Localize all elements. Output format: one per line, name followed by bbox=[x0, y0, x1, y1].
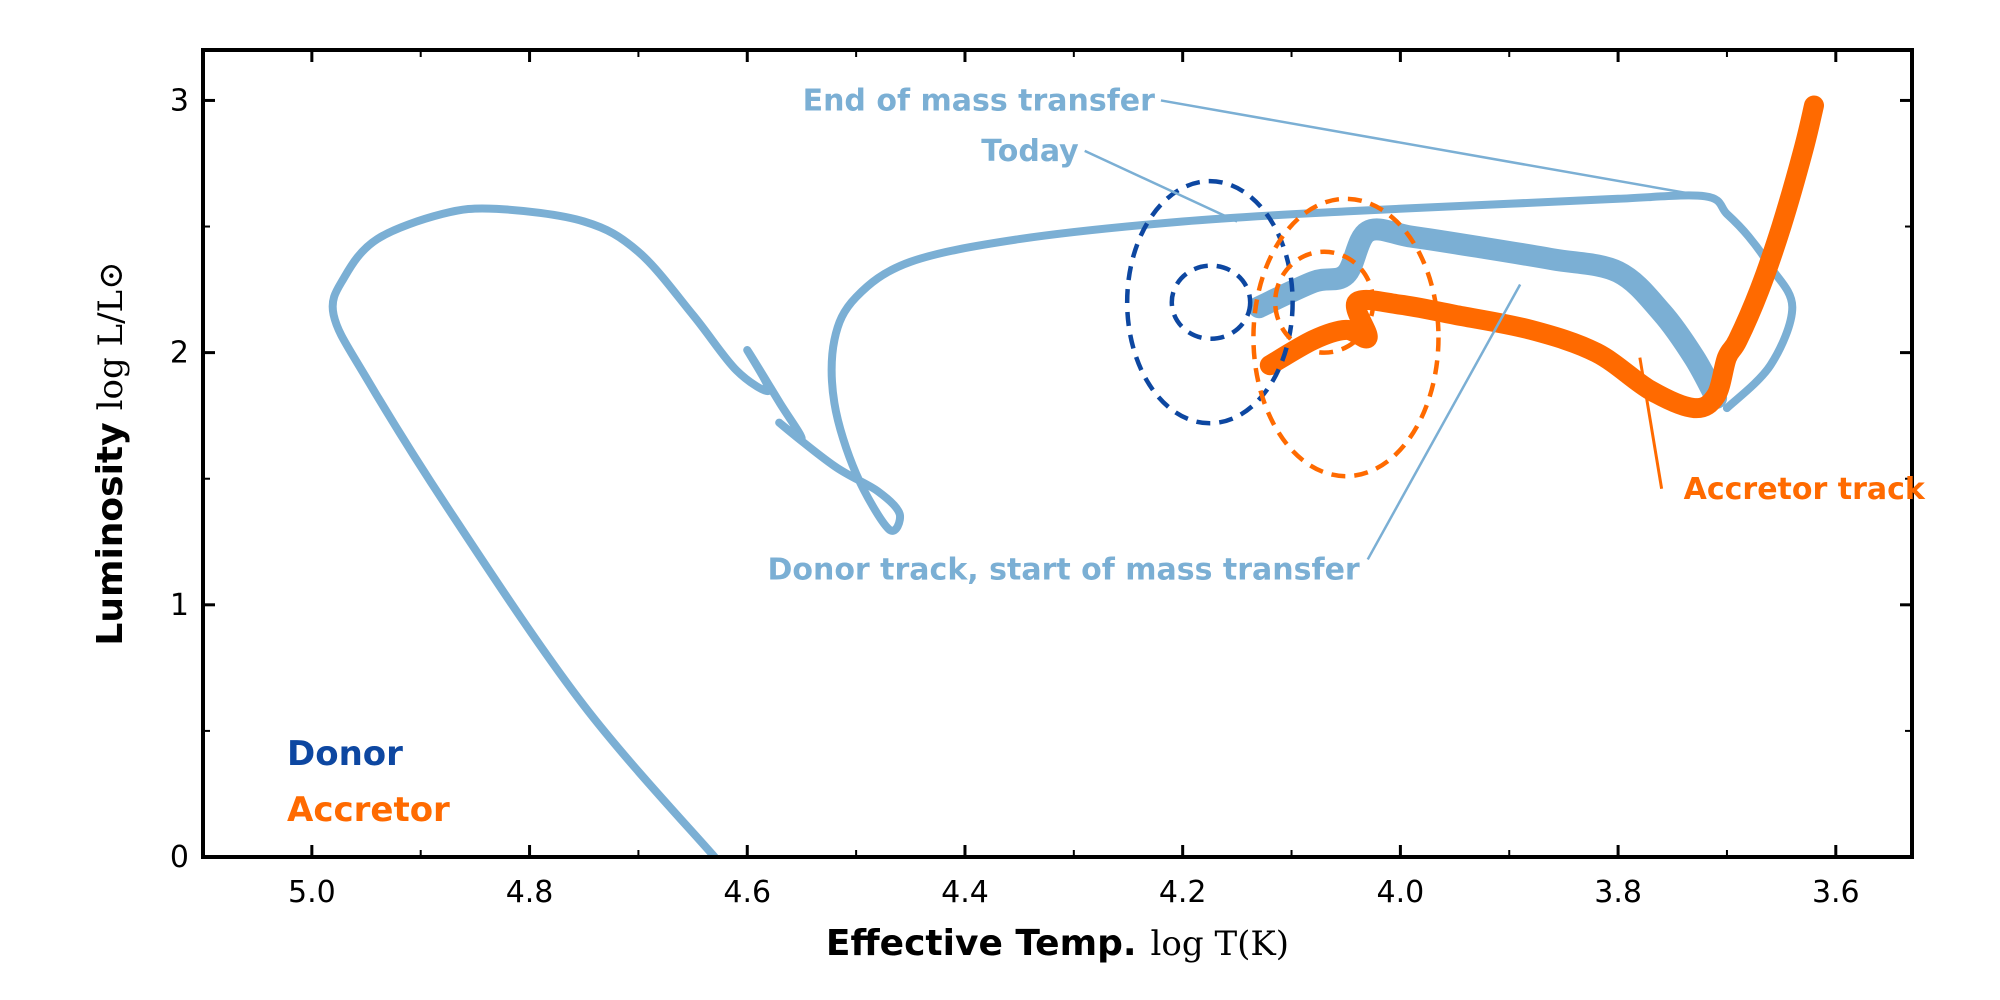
y-tick-label: 0 bbox=[170, 840, 189, 875]
x-tick-label: 4.2 bbox=[1159, 875, 1207, 910]
annotation-today: Today bbox=[981, 134, 1079, 169]
series-line-donor-track-mass-transfer bbox=[1247, 218, 1728, 409]
contours-layer bbox=[1124, 178, 1441, 479]
contour-donor-outer bbox=[1124, 178, 1295, 426]
annotation-leader-donor-track-start-of-mass-transfer bbox=[1366, 283, 1522, 561]
axis-ticks bbox=[202, 50, 1912, 859]
x-tick-label: 4.8 bbox=[506, 875, 554, 910]
contour-accretor-outer bbox=[1251, 196, 1441, 479]
legend: Donor Accretor bbox=[287, 734, 450, 830]
annotation-donor-track-start-of-mass-transfer: Donor track, start of mass transfer bbox=[767, 552, 1359, 587]
series-line-donor-track bbox=[328, 191, 1797, 857]
plot-frame bbox=[201, 48, 1914, 859]
contour-accretor-inner bbox=[1272, 249, 1376, 355]
contour-donor-inner bbox=[1169, 263, 1253, 342]
annotation-leaders bbox=[1084, 99, 1706, 561]
y-tick-label: 3 bbox=[170, 83, 189, 118]
tracks-layer bbox=[328, 95, 1824, 857]
annotation-leader-end-of-mass-transfer bbox=[1160, 99, 1706, 198]
y-tick-label: 1 bbox=[170, 588, 189, 623]
y-axis-title-math: log L/L⊙ bbox=[91, 261, 131, 410]
x-tick-label: 4.4 bbox=[941, 875, 989, 910]
x-tick-label: 4.6 bbox=[723, 875, 771, 910]
y-axis-title: Luminosity log L/L⊙ bbox=[90, 261, 131, 645]
annotation-end-of-mass-transfer: End of mass transfer bbox=[803, 83, 1156, 118]
x-tick-label: 3.8 bbox=[1594, 875, 1642, 910]
x-axis-title: Effective Temp. log T(K) bbox=[826, 923, 1289, 964]
x-tick-label: 3.6 bbox=[1812, 875, 1860, 910]
axis-labels: 5.0 4.8 4.6 4.4 4.2 4.0 3.8 3.6 0 1 2 3 Effective Te… bbox=[90, 83, 1860, 964]
annotation-accretor-track: Accretor track bbox=[1684, 472, 1926, 507]
legend-entry-donor: Donor bbox=[287, 734, 403, 774]
annotation-leader-accretor-track bbox=[1638, 357, 1664, 490]
x-tick-label: 5.0 bbox=[288, 875, 336, 910]
legend-entry-accretor: Accretor bbox=[287, 790, 450, 830]
y-axis-title-text: Luminosity bbox=[90, 422, 131, 645]
annotation-leader-today bbox=[1084, 149, 1238, 223]
x-axis-title-text: Effective Temp. bbox=[826, 923, 1137, 964]
x-tick-label: 4.0 bbox=[1377, 875, 1425, 910]
series-line-accretor-track bbox=[1259, 95, 1824, 419]
y-tick-label: 2 bbox=[170, 336, 189, 371]
annotations: End of mass transfer Today Donor track, st… bbox=[767, 83, 1925, 587]
x-axis-title-math: log T(K) bbox=[1151, 924, 1290, 964]
